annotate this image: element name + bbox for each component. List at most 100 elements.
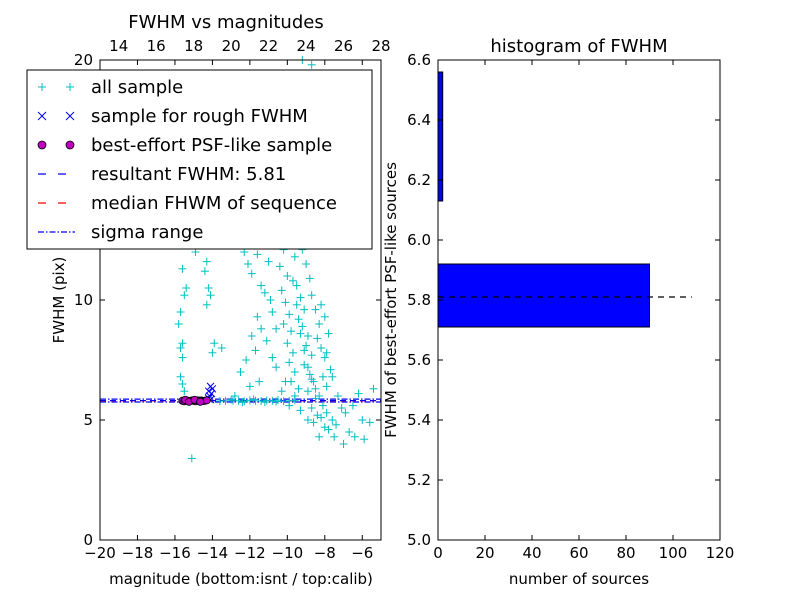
- all-sample-point: [290, 252, 299, 261]
- all-sample-point: [337, 404, 346, 412]
- all-sample-point: [333, 392, 342, 400]
- all-sample-point: [215, 397, 224, 406]
- legend-marker-x: [65, 111, 75, 121]
- top-x-tick-label: 14: [109, 37, 128, 55]
- all-sample-point: [288, 348, 297, 357]
- all-sample-point: [324, 329, 333, 338]
- all-sample-point: [354, 389, 363, 398]
- all-sample-point: [176, 308, 185, 316]
- legend-label: sigma range: [91, 222, 203, 243]
- y-tick-label: 5: [83, 411, 93, 429]
- x-tick-label: 80: [616, 544, 635, 562]
- all-sample-point: [264, 257, 273, 266]
- all-sample-point: [339, 440, 348, 448]
- y-tick-label: 5.8: [407, 291, 431, 309]
- all-sample-point: [317, 344, 326, 352]
- all-sample-point: [210, 339, 219, 348]
- all-sample-point: [345, 428, 354, 436]
- legend-marker-circle: [65, 140, 75, 150]
- y-tick-label: 5.6: [407, 351, 431, 369]
- all-sample-point: [288, 276, 297, 285]
- y-tick-label: 6.6: [407, 51, 431, 69]
- all-sample-point: [307, 60, 316, 69]
- legend-item: median FHWM of sequence: [38, 193, 337, 214]
- scatter-title: FWHM vs magnitudes: [128, 12, 323, 33]
- y-tick-label-20: 20: [74, 51, 93, 69]
- all-sample-point: [176, 344, 185, 352]
- all-sample-point: [227, 395, 236, 404]
- all-sample-point: [303, 363, 312, 372]
- histogram-ticks: 0 20 40 60 80 100 120 5.0 5.2 5.4 5.6 5.8 6.0 6.2 6.4 6…: [407, 51, 734, 562]
- all-sample-point: [322, 382, 331, 391]
- all-sample-point: [307, 291, 316, 300]
- all-sample-point: [296, 406, 305, 415]
- histogram-bar: [437, 263, 650, 328]
- x-tick-label: −8: [314, 544, 336, 562]
- all-sample-point: [247, 332, 256, 340]
- legend-marker-circle: [37, 140, 47, 150]
- top-x-tick-label: 20: [222, 37, 241, 55]
- x-tick-label: −18: [122, 544, 154, 562]
- y-tick-label: 6.0: [407, 231, 431, 249]
- all-sample-point: [204, 284, 213, 292]
- all-sample-point: [318, 401, 327, 410]
- all-sample-point: [283, 339, 292, 348]
- all-sample-point: [307, 351, 316, 360]
- all-sample-point: [272, 324, 281, 333]
- all-sample-point: [272, 363, 281, 372]
- all-sample-point: [322, 408, 331, 417]
- all-sample-point: [332, 420, 341, 429]
- scatter-panel: −20 −18 −16 −14 −12 −10 −8 −6 14 16 18 20 22 24 26 28 0 5…: [26, 12, 391, 588]
- all-sample-point: [281, 377, 290, 386]
- all-sample-point: [180, 387, 189, 396]
- all-sample-point: [243, 260, 252, 268]
- histogram-xlabel: number of sources: [509, 570, 649, 588]
- all-sample-point: [217, 344, 226, 352]
- x-tick-label: −14: [197, 544, 229, 562]
- all-sample-point: [302, 260, 311, 268]
- all-sample-point: [350, 432, 359, 441]
- all-sample-point: [317, 413, 326, 422]
- legend-label: median FHWM of sequence: [91, 193, 337, 214]
- x-tick-label: −16: [159, 544, 191, 562]
- top-x-tick-label: 26: [334, 37, 353, 55]
- y-tick-label: 0: [83, 531, 93, 549]
- best-effort-point: [202, 396, 211, 405]
- all-sample-point: [320, 312, 329, 321]
- x-tick-label: 40: [522, 544, 541, 562]
- all-sample-point: [292, 300, 301, 309]
- all-sample-point: [202, 300, 211, 309]
- all-sample-point: [303, 332, 312, 340]
- all-sample-point: [187, 454, 196, 463]
- y-tick-label: 10: [74, 291, 93, 309]
- all-sample-point: [320, 353, 329, 362]
- all-sample-point: [330, 432, 339, 441]
- all-sample-point: [176, 372, 185, 381]
- legend-label: best-effort PSF-like sample: [91, 135, 332, 156]
- all-sample-point: [240, 397, 249, 406]
- all-sample-point: [369, 384, 378, 393]
- all-sample-point: [273, 396, 282, 405]
- all-sample-point: [178, 353, 187, 362]
- all-sample-point: [283, 272, 292, 280]
- y-tick-label: 5.2: [407, 471, 431, 489]
- x-tick-label: 60: [569, 544, 588, 562]
- all-sample-point: [277, 286, 286, 295]
- all-sample-point: [285, 310, 294, 319]
- x-tick-label: 0: [433, 544, 443, 562]
- all-sample-point: [300, 305, 309, 314]
- all-sample-point: [305, 274, 314, 283]
- all-sample-point: [365, 418, 374, 427]
- scatter-ylabel: FWHM (pix): [50, 257, 68, 344]
- all-sample-point: [208, 348, 217, 357]
- all-sample-point: [285, 358, 294, 367]
- all-sample-point: [260, 288, 269, 297]
- all-sample-point: [326, 365, 335, 374]
- all-sample-point: [178, 264, 187, 273]
- all-sample-point: [272, 397, 281, 406]
- all-sample-point: [253, 250, 262, 259]
- x-tick-label: 120: [706, 544, 735, 562]
- all-sample-point: [324, 425, 333, 434]
- all-sample-point: [238, 398, 247, 407]
